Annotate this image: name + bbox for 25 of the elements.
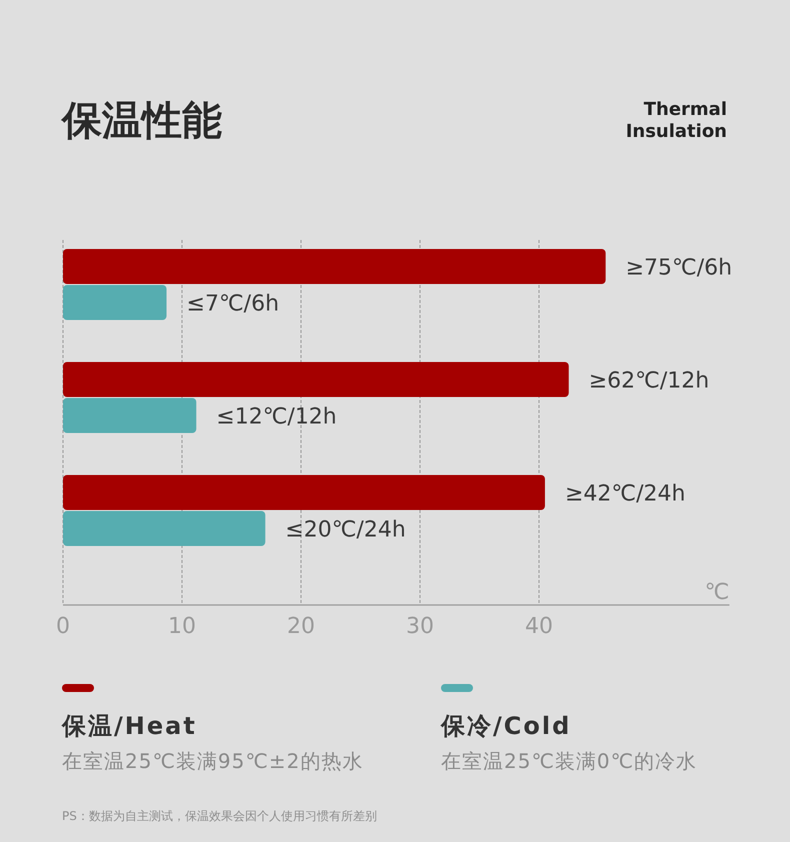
data-label: ≤12℃/12h <box>216 404 337 430</box>
chart-subtitle: Thermal Insulation <box>626 99 727 142</box>
text: PS：数据为自主测试，保温效果会因个人使用习惯有所差别 <box>62 809 377 823</box>
x-axis-title: ℃ <box>704 580 730 605</box>
bar <box>63 362 569 397</box>
bar <box>63 398 196 433</box>
data-label: ≥75℃/6h <box>626 256 732 280</box>
x-tick-label: 40 <box>525 614 553 639</box>
text: 在室温25℃装满95℃±2的热水 <box>62 749 364 773</box>
legend-label: 保冷/Cold <box>440 712 572 740</box>
bar <box>63 249 606 284</box>
data-label: ≤20℃/24h <box>285 518 406 542</box>
legend-label: 保温/Heat <box>61 712 197 740</box>
data-label: ≥62℃/12h <box>588 368 710 394</box>
x-tick-label: 30 <box>406 614 434 639</box>
x-tick-label: 20 <box>287 614 315 639</box>
bar <box>63 475 545 510</box>
bar <box>63 285 167 320</box>
text: 在室温25℃装满0℃的冷水 <box>441 749 698 773</box>
chart-title: 保温性能 <box>60 98 222 144</box>
bar <box>63 511 266 546</box>
data-label: ≥42℃/24h <box>564 482 686 506</box>
x-tick-label: 0 <box>56 614 70 639</box>
x-tick-label: 10 <box>168 614 196 639</box>
data-label: ≤7℃/6h <box>186 292 280 316</box>
